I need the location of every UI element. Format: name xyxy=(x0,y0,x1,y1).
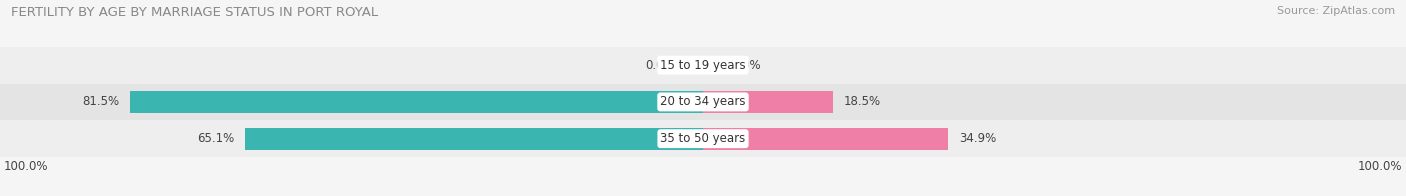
Text: FERTILITY BY AGE BY MARRIAGE STATUS IN PORT ROYAL: FERTILITY BY AGE BY MARRIAGE STATUS IN P… xyxy=(11,6,378,19)
Text: 0.0%: 0.0% xyxy=(731,59,761,72)
Text: 35 to 50 years: 35 to 50 years xyxy=(661,132,745,145)
Bar xyxy=(129,91,703,113)
Bar xyxy=(0,47,1406,83)
Bar xyxy=(0,83,1406,120)
Text: 100.0%: 100.0% xyxy=(3,160,48,173)
Bar xyxy=(703,91,832,113)
Text: 100.0%: 100.0% xyxy=(1358,160,1403,173)
Text: 20 to 34 years: 20 to 34 years xyxy=(661,95,745,108)
Bar xyxy=(703,128,948,150)
Bar xyxy=(0,120,1406,157)
Text: 34.9%: 34.9% xyxy=(959,132,995,145)
Text: 18.5%: 18.5% xyxy=(844,95,880,108)
Text: 0.0%: 0.0% xyxy=(645,59,675,72)
Text: Source: ZipAtlas.com: Source: ZipAtlas.com xyxy=(1277,6,1395,16)
Text: 65.1%: 65.1% xyxy=(198,132,235,145)
Text: 81.5%: 81.5% xyxy=(83,95,120,108)
Bar xyxy=(246,128,703,150)
Text: 15 to 19 years: 15 to 19 years xyxy=(661,59,745,72)
